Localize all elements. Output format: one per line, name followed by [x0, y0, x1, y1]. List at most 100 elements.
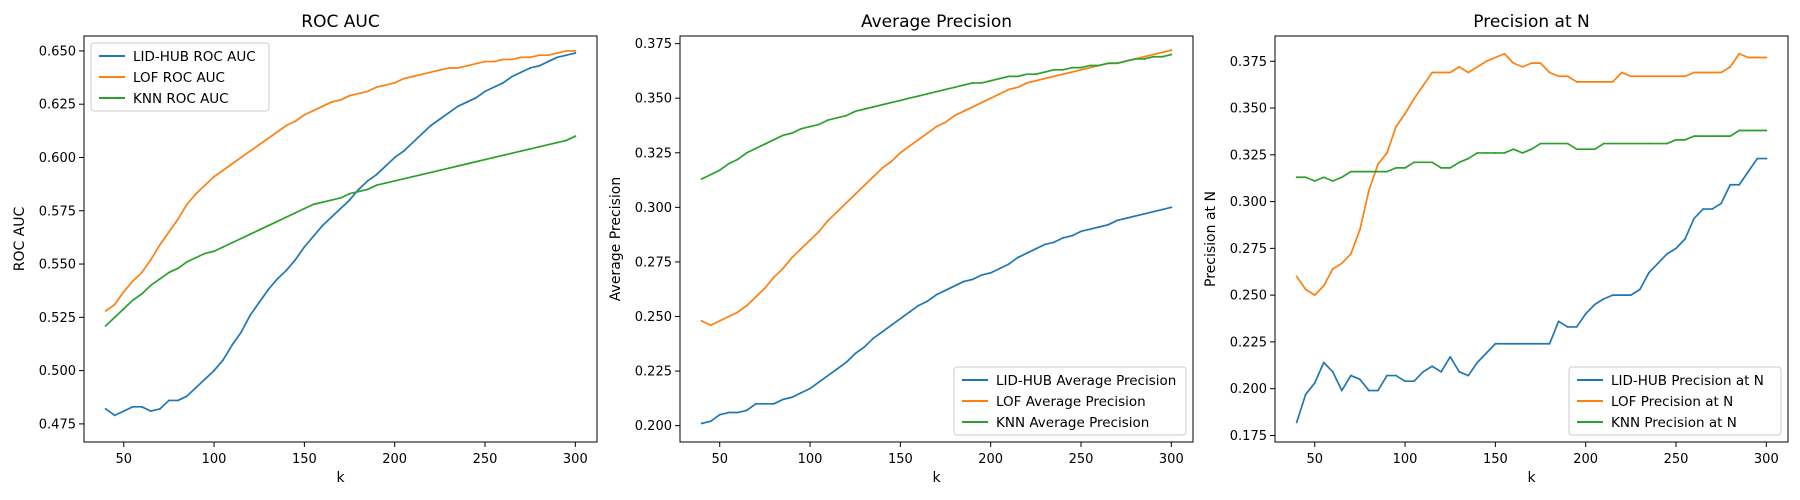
- data-point: [321, 201, 324, 204]
- data-point: [872, 106, 875, 108]
- legend-entry: LID-HUB Average Precision: [996, 373, 1176, 389]
- data-point: [475, 160, 477, 163]
- series-points-1: [104, 52, 577, 417]
- data-point: [899, 151, 902, 154]
- data-point: [420, 133, 423, 135]
- data-point: [1702, 135, 1705, 137]
- data-point: [1729, 135, 1732, 137]
- data-point: [1738, 52, 1741, 55]
- data-point: [709, 173, 712, 176]
- y-tick-label: 0.600: [39, 151, 76, 166]
- data-point: [818, 230, 820, 233]
- legend-entry: KNN ROC AUC: [133, 91, 229, 107]
- data-point: [303, 246, 306, 248]
- data-point: [1620, 294, 1623, 297]
- data-point: [1331, 370, 1334, 373]
- data-point: [339, 197, 342, 199]
- data-point: [818, 381, 820, 383]
- legend-entry: LOF ROC AUC: [133, 70, 225, 86]
- data-point: [1098, 64, 1100, 67]
- data-point: [989, 79, 992, 82]
- data-point: [475, 62, 477, 65]
- data-point: [1295, 176, 1298, 179]
- data-point: [493, 156, 495, 159]
- x-tick-label: 300: [1159, 452, 1184, 467]
- data-point: [1395, 167, 1397, 169]
- chart-title: Average Precision: [861, 12, 1012, 32]
- data-point: [1016, 86, 1019, 89]
- y-tick-label: 0.325: [1230, 148, 1267, 163]
- data-point: [429, 124, 432, 127]
- data-point: [276, 278, 279, 280]
- y-tick-label: 0.325: [635, 146, 672, 161]
- data-point: [1043, 77, 1046, 80]
- data-point: [267, 224, 270, 227]
- data-point: [1557, 142, 1560, 145]
- data-point: [1304, 393, 1307, 396]
- data-point: [231, 162, 234, 165]
- data-point: [330, 199, 333, 202]
- data-point: [1395, 125, 1397, 128]
- data-point: [971, 106, 974, 108]
- data-point: [1494, 342, 1497, 345]
- data-point: [420, 173, 423, 176]
- data-point: [736, 411, 739, 414]
- data-point: [104, 408, 107, 410]
- x-tick-label: 50: [1306, 452, 1323, 467]
- data-point: [989, 271, 992, 274]
- legend-entry: LOF Precision at N: [1611, 394, 1733, 410]
- data-point: [312, 203, 315, 206]
- x-axis-label: k: [1527, 470, 1536, 486]
- data-point: [700, 178, 703, 180]
- data-point: [1611, 80, 1614, 83]
- data-point: [800, 391, 802, 394]
- data-point: [1666, 142, 1668, 145]
- data-point: [1422, 370, 1425, 373]
- x-tick-label: 300: [1754, 452, 1779, 467]
- data-point: [962, 84, 965, 87]
- data-point: [249, 150, 252, 152]
- x-tick-label: 250: [1069, 452, 1094, 467]
- data-point: [204, 184, 206, 187]
- data-point: [1675, 138, 1677, 141]
- legend-box: [90, 42, 270, 112]
- data-point: [1539, 342, 1542, 345]
- data-point: [258, 301, 261, 304]
- data-point: [809, 239, 811, 241]
- data-point: [438, 69, 441, 71]
- data-point: [872, 175, 875, 178]
- data-point: [1711, 208, 1714, 210]
- data-point: [1170, 53, 1173, 56]
- y-tick-label: 0.225: [635, 365, 672, 380]
- data-point: [457, 67, 459, 69]
- data-point: [1313, 294, 1316, 297]
- data-point: [1693, 217, 1695, 220]
- data-point: [1368, 389, 1370, 392]
- data-point: [1431, 161, 1434, 164]
- data-point: [980, 101, 983, 104]
- data-point: [854, 352, 857, 355]
- data-point: [140, 405, 143, 408]
- series-points-2: [1295, 52, 1768, 297]
- data-point: [1331, 268, 1334, 270]
- data-point: [520, 56, 523, 59]
- legend: LID-HUB Precision at N LOF Precision at N…: [1568, 366, 1782, 436]
- data-point: [773, 138, 775, 141]
- data-point: [1043, 243, 1046, 246]
- data-point: [1116, 219, 1119, 222]
- data-point: [348, 199, 351, 202]
- data-point: [113, 316, 116, 319]
- data-point: [1765, 157, 1768, 160]
- x-tick-label: 250: [473, 452, 498, 467]
- data-point: [1322, 361, 1325, 364]
- data-point: [1458, 65, 1461, 68]
- data-point: [339, 207, 342, 210]
- data-point: [402, 177, 405, 180]
- data-point: [791, 132, 793, 135]
- data-point: [1025, 73, 1028, 76]
- data-point: [213, 250, 215, 253]
- data-point: [980, 274, 983, 276]
- data-point: [782, 267, 784, 270]
- data-point: [745, 304, 748, 307]
- data-point: [890, 160, 893, 163]
